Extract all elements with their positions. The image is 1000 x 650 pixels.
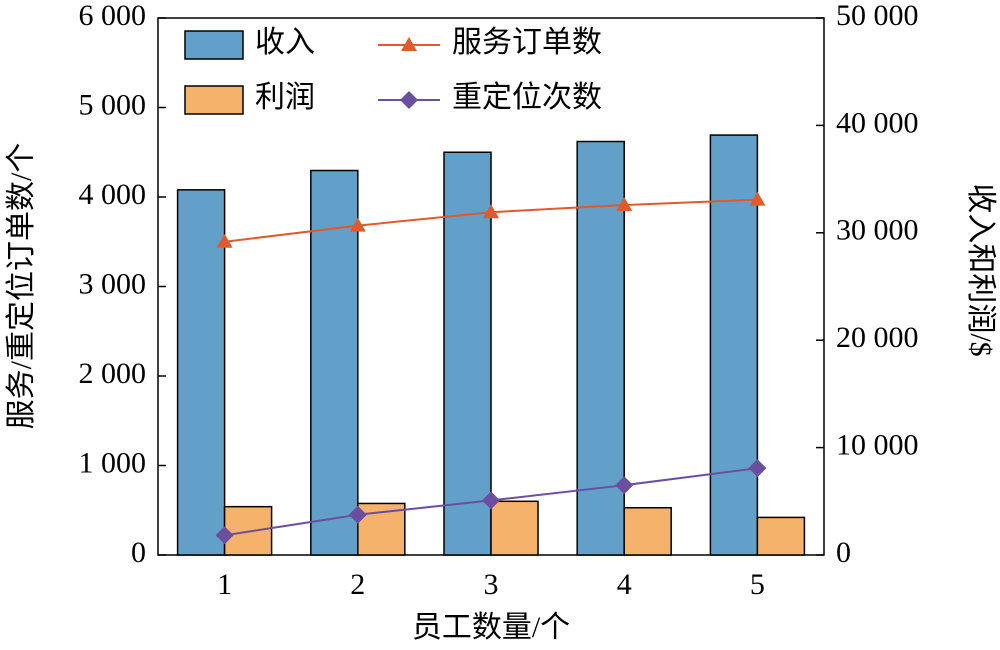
line-marker <box>483 204 499 219</box>
y-tick-label: 0 <box>131 536 146 569</box>
y2-tick-label: 50 000 <box>836 0 919 32</box>
legend-marker <box>400 91 418 109</box>
y-tick-label: 6 000 <box>79 0 147 32</box>
y2-axis-title: 收入和利润/$ <box>964 183 997 356</box>
line-marker <box>748 459 767 478</box>
line-marker <box>349 217 366 232</box>
line-marker <box>216 233 233 248</box>
y-tick-label: 5 000 <box>79 88 147 121</box>
legend-label: 利润 <box>255 81 315 114</box>
y-axis-title: 服务/重定位订单数/个 <box>5 143 38 430</box>
legend-label: 重定位次数 <box>452 81 602 114</box>
bar <box>443 151 492 556</box>
line-marker <box>215 526 234 545</box>
legend-swatch <box>184 85 244 115</box>
x-tick-label: 4 <box>617 568 632 601</box>
line-marker <box>348 505 367 524</box>
y2-tick-label: 40 000 <box>836 106 919 139</box>
bar <box>623 506 672 556</box>
y-tick-label: 4 000 <box>79 178 147 211</box>
bar <box>490 500 539 556</box>
x-tick-label: 1 <box>217 568 232 601</box>
y-tick-label: 1 000 <box>79 446 147 479</box>
y2-tick-label: 10 000 <box>836 428 919 461</box>
legend-marker <box>401 37 417 51</box>
line-marker <box>749 191 766 206</box>
x-tick-label: 5 <box>750 568 765 601</box>
y-tick-label: 2 000 <box>79 357 147 390</box>
bar <box>576 140 625 556</box>
y2-tick-label: 30 000 <box>836 214 919 247</box>
x-axis-title: 员工数量/个 <box>412 611 570 644</box>
y2-tick-label: 20 000 <box>836 321 919 354</box>
y-tick-label: 3 000 <box>79 267 147 300</box>
legend-label: 收入 <box>255 26 315 59</box>
y2-tick-label: 0 <box>836 536 851 569</box>
bar <box>709 134 759 556</box>
x-tick-label: 3 <box>484 568 499 601</box>
bar <box>310 169 359 556</box>
legend-label: 服务订单数 <box>452 26 602 59</box>
line-marker <box>616 197 633 212</box>
bar <box>756 516 806 556</box>
bar <box>176 189 226 556</box>
line-marker <box>615 476 634 495</box>
line-marker <box>482 491 500 510</box>
x-tick-label: 2 <box>350 568 365 601</box>
legend-swatch <box>184 30 244 60</box>
